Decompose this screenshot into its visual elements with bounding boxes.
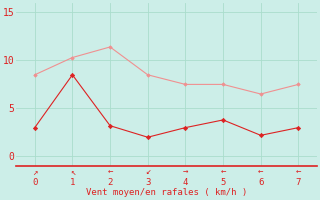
X-axis label: Vent moyen/en rafales ( km/h ): Vent moyen/en rafales ( km/h ) (86, 188, 247, 197)
